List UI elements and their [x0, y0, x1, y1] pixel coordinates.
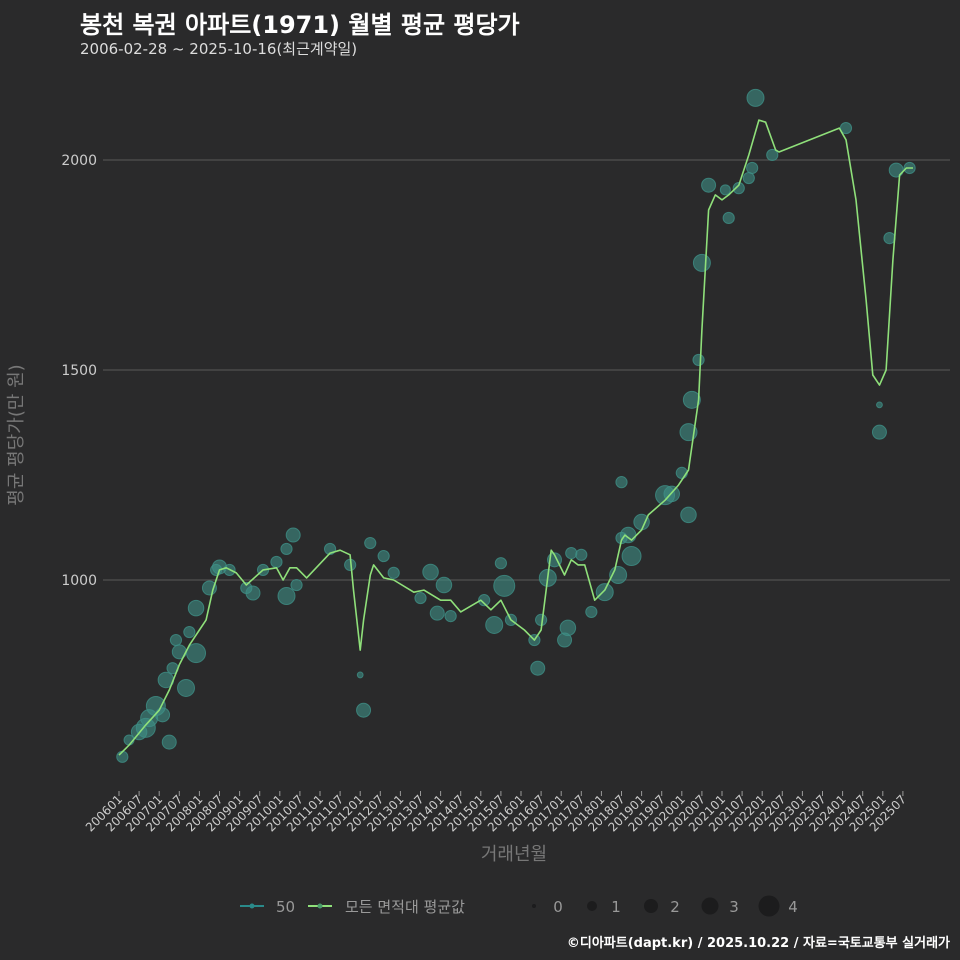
data-point-50 [883, 232, 896, 245]
y-axis-title: 평균 평당가(만 원) [6, 364, 27, 505]
data-point-50 [364, 536, 377, 550]
data-point-50 [595, 583, 614, 602]
data-point-50 [187, 599, 205, 617]
data-point-50 [692, 253, 711, 272]
data-point-50 [245, 585, 261, 601]
data-point-50 [280, 542, 293, 556]
data-point-50 [766, 148, 779, 162]
data-point-50 [444, 610, 457, 623]
data-point-50 [485, 615, 504, 634]
legend-size-circle [587, 901, 597, 911]
data-point-50 [732, 182, 745, 195]
data-point-50 [377, 549, 390, 563]
legend-label-average: 모든 면적대 평균값 [345, 898, 465, 916]
data-point-50 [429, 605, 445, 621]
data-point-50 [682, 390, 701, 409]
legend-size-circle [701, 897, 719, 915]
data-point-50 [422, 563, 439, 581]
data-point-50 [742, 171, 755, 185]
legend-size-label: 0 [553, 898, 563, 916]
data-point-50 [478, 594, 491, 607]
legend-label-50: 50 [276, 898, 295, 916]
x-axis-title: 거래년월 [481, 844, 547, 865]
data-point-50 [387, 566, 400, 579]
data-point-50 [876, 401, 883, 409]
data-point-50 [692, 353, 705, 367]
y-tick-label: 1500 [61, 363, 97, 379]
legend-size-circle [644, 899, 658, 913]
data-point-50 [680, 506, 697, 524]
data-point-50 [839, 121, 853, 135]
data-point-50 [719, 184, 731, 196]
legend-size-label: 1 [611, 898, 621, 916]
data-point-50 [565, 547, 578, 560]
data-point-50 [559, 619, 577, 637]
y-tick-label: 2000 [61, 153, 97, 169]
data-point-50 [746, 88, 765, 107]
legend-size-label: 3 [729, 898, 739, 916]
footer-credit: ©디아파트(dapt.kr) / 2025.10.22 / 자료=국토교통부 실… [566, 936, 950, 951]
data-point-50 [161, 734, 177, 750]
y-tick-label: 1000 [61, 573, 97, 589]
legend-size-circle [758, 895, 780, 917]
data-point-50 [888, 162, 904, 178]
data-point-50 [701, 177, 717, 193]
data-point-50 [615, 476, 628, 489]
data-point-50 [722, 211, 735, 225]
data-point-50 [530, 660, 546, 676]
data-point-50 [183, 625, 196, 639]
data-point-50 [277, 586, 296, 605]
data-point-50 [746, 161, 759, 175]
data-point-50 [356, 702, 372, 718]
data-point-50 [575, 548, 588, 561]
legend: 50 모든 면적대 평균값 0 1 2 3 4 [240, 895, 798, 917]
chart-title: 봉천 복권 아파트(1971) 월별 평균 평당가 [80, 11, 520, 39]
data-point-50 [585, 605, 598, 619]
data-point-50 [270, 555, 283, 569]
legend-size-label: 4 [788, 898, 798, 916]
legend-key-average-dot [317, 903, 323, 909]
legend-key-50-dot [249, 903, 255, 909]
chart-subtitle: 2006-02-28 ~ 2025-10-16(최근계약일) [80, 40, 358, 58]
data-point-50 [621, 546, 642, 567]
data-point-50 [435, 576, 453, 594]
legend-size-label: 2 [670, 898, 680, 916]
data-point-50 [871, 424, 887, 440]
data-point-50 [619, 526, 637, 544]
data-point-50 [169, 633, 183, 647]
legend-size-circle [532, 904, 536, 908]
data-point-50 [414, 591, 427, 605]
data-point-50 [155, 707, 171, 723]
data-point-50 [356, 671, 364, 679]
data-point-50 [177, 678, 195, 697]
data-point-50 [290, 578, 303, 592]
data-point-50 [494, 557, 507, 570]
data-point-50 [493, 574, 516, 597]
average-line [118, 119, 913, 756]
data-point-50 [285, 527, 301, 543]
data-point-50 [186, 643, 207, 664]
